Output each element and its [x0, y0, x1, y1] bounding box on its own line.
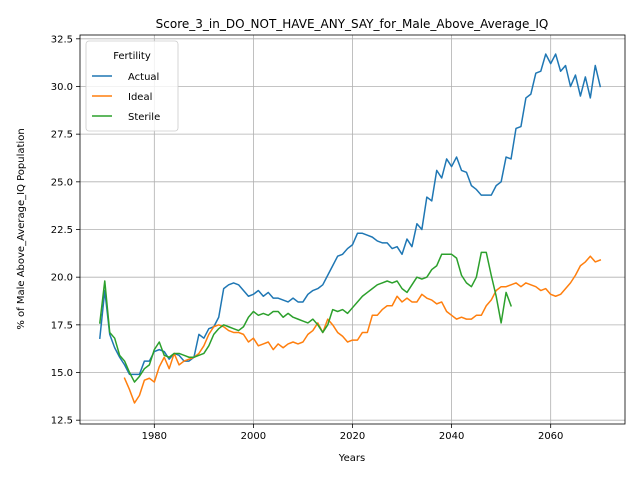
y-tick-label: 25.0: [51, 177, 73, 188]
y-tick-label: 30.0: [51, 82, 73, 93]
x-axis-ticks: 1980 2000 2020 2040 2060: [142, 424, 563, 442]
y-tick-label: 20.0: [51, 273, 73, 284]
x-tick-label: 2020: [340, 431, 365, 442]
legend-box: [85, 40, 179, 132]
y-tick-label: 27.5: [51, 130, 73, 141]
y-tick-label: 32.5: [51, 34, 73, 45]
x-tick-label: 2060: [538, 431, 563, 442]
y-tick-label: 22.5: [51, 225, 73, 236]
x-tick-label: 2000: [241, 431, 266, 442]
legend-entries: Actual Ideal Sterile: [92, 72, 160, 123]
legend: Fertility Actual Ideal Sterile: [85, 40, 179, 132]
series-line-sterile: [98, 251, 513, 383]
y-tick-label: 17.5: [51, 320, 73, 331]
y-tick-label: 15.0: [51, 368, 73, 379]
y-tick-label: 12.5: [51, 416, 73, 427]
legend-label-ideal: Ideal: [128, 92, 152, 103]
gridlines: [80, 35, 625, 424]
x-tick-label: 1980: [142, 431, 167, 442]
series-lines: [98, 53, 602, 404]
chart-title: Score_3_in_DO_NOT_HAVE_ANY_SAY_for_Male_…: [156, 17, 549, 31]
legend-label-actual: Actual: [128, 72, 159, 83]
y-axis-ticks: 12.5 15.0 17.5 20.0 22.5 25.0 27.5 30.0 32.5: [51, 34, 80, 427]
series-line-ideal: [123, 255, 602, 404]
x-tick-label: 2040: [439, 431, 464, 442]
legend-title: Fertility: [113, 51, 151, 62]
x-axis-label: Years: [338, 453, 365, 464]
y-axis-label: % of Male Above_Average_IQ Population: [16, 128, 27, 329]
series-line-actual: [98, 53, 602, 376]
legend-label-sterile: Sterile: [128, 112, 160, 123]
